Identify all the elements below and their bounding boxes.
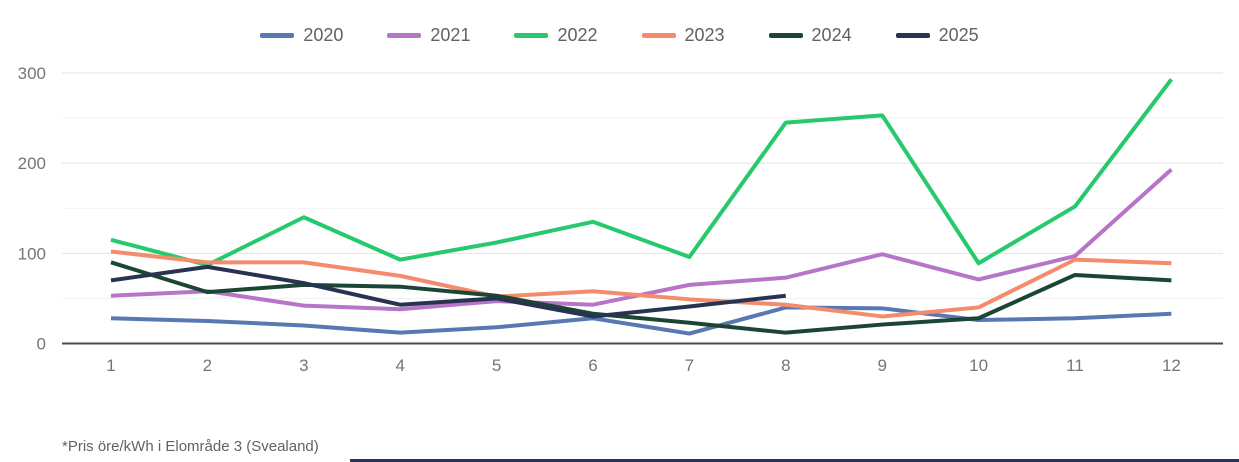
y-tick-label: 200: [18, 154, 46, 173]
legend-label: 2022: [557, 25, 598, 45]
x-tick-label: 10: [969, 356, 988, 375]
footnote: *Pris öre/kWh i Elområde 3 (Svealand): [62, 438, 319, 455]
y-tick-label: 300: [18, 64, 46, 83]
legend-item-2020: 2020: [260, 26, 343, 44]
x-tick-label: 6: [588, 356, 597, 375]
legend-label: 2021: [430, 25, 471, 45]
x-tick-label: 7: [685, 356, 694, 375]
legend-item-2021: 2021: [387, 26, 470, 44]
legend-swatch-2024: [768, 32, 803, 38]
legend-swatch-2025: [895, 32, 930, 38]
legend-item-2025: 2025: [895, 25, 979, 45]
legend-label: 2025: [938, 25, 979, 45]
x-tick-label: 2: [203, 356, 212, 375]
legend-label: 2023: [684, 25, 725, 45]
series-line-2023: [110, 249, 1172, 319]
legend-item-2022: 2022: [514, 25, 598, 45]
legend-swatch-2022: [514, 32, 549, 38]
legend-swatch-2021: [387, 32, 422, 38]
x-tick-label: 5: [492, 356, 501, 375]
x-tick-label: 9: [877, 356, 886, 375]
legend-label: 2024: [811, 25, 852, 45]
series-line-2020: [110, 305, 1172, 336]
legend-label: 2020: [303, 25, 344, 45]
y-tick-label: 0: [37, 335, 46, 354]
x-tick-label: 4: [395, 356, 404, 375]
x-tick-label: 8: [781, 356, 790, 375]
legend-swatch-2020: [260, 32, 295, 38]
y-tick-label: 100: [18, 244, 46, 263]
x-tick-label: 11: [1066, 356, 1084, 375]
legend-swatch-2023: [641, 32, 676, 38]
legend-item-2024: 2024: [768, 25, 852, 45]
series-line-2022: [110, 78, 1173, 268]
series-line-2025: [110, 264, 787, 319]
series-line-2024: [110, 260, 1172, 335]
chart-legend: 2020 2021 2022 2023 2024 2025: [0, 26, 1239, 44]
x-tick-label: 1: [106, 356, 115, 375]
bottom-divider: [350, 459, 1239, 462]
legend-item-2023: 2023: [641, 25, 725, 45]
x-tick-label: 3: [299, 356, 308, 375]
x-tick-label: 12: [1162, 356, 1181, 375]
